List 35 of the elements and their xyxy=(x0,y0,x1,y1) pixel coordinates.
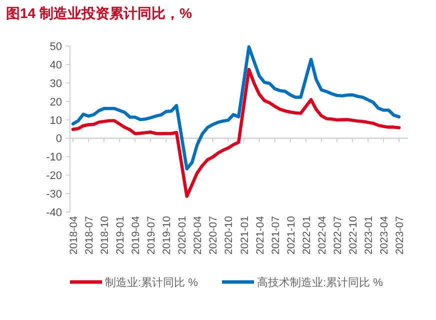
legend-label: 制造业:累计同比 % xyxy=(105,276,198,289)
x-tick-label: 2022-04 xyxy=(316,216,328,255)
x-tick-label: 2023-04 xyxy=(378,216,390,255)
y-tick-label: -40 xyxy=(46,207,62,219)
x-tick-label: 2021-10 xyxy=(285,216,298,255)
y-tick-label: 40 xyxy=(50,59,62,72)
x-tick-label: 2022-07 xyxy=(332,216,344,255)
y-tick-label: 50 xyxy=(50,41,62,53)
x-tick-label: 2018-04 xyxy=(68,216,80,255)
x-tick-label: 2021-01 xyxy=(238,216,251,255)
x-tick-label: 2019-07 xyxy=(146,216,158,255)
x-tick-label: 2019-01 xyxy=(114,216,127,255)
x-tick-label: 2021-07 xyxy=(270,216,282,255)
y-tick-label: 0 xyxy=(56,133,62,146)
y-tick-label: -10 xyxy=(46,152,62,164)
y-tick-label: 10 xyxy=(50,114,62,127)
x-tick-label: 2022-10 xyxy=(347,216,360,255)
y-tick-label: -20 xyxy=(46,170,62,182)
y-tick-label: 20 xyxy=(50,96,62,108)
y-tick-label: -30 xyxy=(46,188,62,201)
x-tick-label: 2023-01 xyxy=(362,216,375,255)
legend-label: 高技术制造业:累计同比 % xyxy=(257,276,384,289)
x-tick-label: 2023-07 xyxy=(394,216,406,255)
x-tick-label: 2018-10 xyxy=(99,216,112,255)
x-tick-label: 2020-07 xyxy=(208,216,220,255)
x-tick-label: 2021-04 xyxy=(254,216,266,255)
x-tick-label: 2019-10 xyxy=(161,216,174,255)
x-tick-label: 2020-10 xyxy=(223,216,236,255)
x-tick-label: 2022-01 xyxy=(300,216,313,255)
y-tick-label: 30 xyxy=(50,78,62,90)
x-tick-label: 2020-01 xyxy=(176,216,189,255)
x-tick-label: 2020-04 xyxy=(192,216,204,255)
chart-title: 图14 制造业投资累计同比，% xyxy=(6,5,192,21)
x-tick-label: 2019-04 xyxy=(130,216,142,255)
x-tick-label: 2018-07 xyxy=(84,216,96,255)
